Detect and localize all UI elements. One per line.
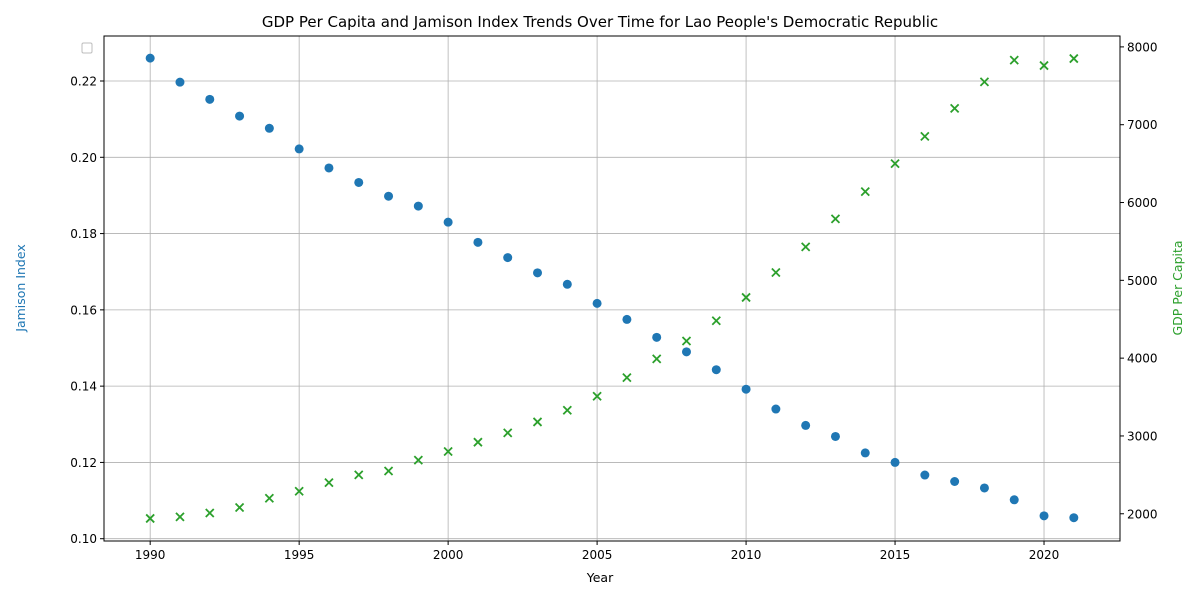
jamison-index-point: [205, 94, 215, 104]
x-tick-label: 1995: [284, 548, 315, 562]
jamison-index-point: [830, 431, 840, 441]
jamison-index-point: [264, 123, 274, 133]
grid-layer: [104, 36, 1120, 541]
gdp-per-capita-point: [473, 437, 483, 447]
gdp-per-capita-point: [711, 316, 721, 326]
gdp-per-capita-point: [950, 103, 960, 114]
x-tick-label: 2020: [1029, 548, 1060, 562]
jamison-index-point: [979, 483, 989, 493]
jamison-index-point: [384, 191, 394, 201]
gdp-per-capita-point: [1069, 53, 1079, 64]
y-right-tick-label: 5000: [1127, 274, 1158, 288]
gdp-per-capita-point: [383, 466, 394, 476]
gdp-per-capita-point: [562, 405, 572, 415]
x-tick-label: 1990: [135, 548, 166, 562]
jamison-index-point: [473, 237, 483, 247]
jamison-index-point: [741, 384, 751, 394]
gdp-per-capita-point: [443, 446, 453, 457]
jamison-index-point: [681, 347, 691, 357]
y-left-tick-label: 0.22: [70, 75, 97, 89]
gdp-per-capita-point: [234, 502, 245, 513]
jamison-index-point: [711, 365, 721, 375]
jamison-index-point: [592, 298, 602, 308]
jamison-index-point: [652, 332, 662, 342]
plot-frame: [103, 35, 1121, 542]
y-left-tick-label: 0.12: [70, 456, 97, 470]
gdp-per-capita-point: [175, 512, 185, 522]
y-right-tick-label: 6000: [1127, 196, 1158, 210]
jamison-index-point: [145, 53, 155, 63]
ticks-layer: 1990 1995 2000 2005 2010 2015 2020 0.10 0.12 0.14…: [70, 40, 1157, 562]
gdp-per-capita-point: [324, 478, 334, 488]
legend-box: [81, 42, 93, 54]
jamison-index-point: [622, 314, 632, 324]
jamison-index-point: [354, 177, 364, 187]
jamison-index-point: [1039, 511, 1049, 521]
gdp-per-capita-point: [145, 513, 155, 524]
gdp-per-capita-point: [413, 455, 423, 465]
x-axis-label: Year: [586, 570, 614, 585]
jamison-index-point: [920, 470, 930, 480]
gdp-per-capita-point: [503, 428, 513, 438]
x-tick-label: 2010: [731, 548, 762, 562]
y-right-tick-label: 8000: [1127, 40, 1158, 54]
gdp-per-capita-point: [622, 372, 632, 383]
x-tick-label: 2000: [433, 548, 464, 562]
y-right-tick-label: 4000: [1127, 352, 1158, 366]
gdp-per-capita-point: [860, 186, 870, 197]
gdp-per-capita-point: [741, 292, 751, 303]
jamison-index-point: [1009, 495, 1019, 505]
gdp-per-capita-point: [801, 242, 811, 252]
y-right-tick-label: 7000: [1127, 118, 1158, 132]
jamison-index-point: [294, 144, 304, 154]
y-left-tick-label: 0.14: [70, 380, 97, 394]
gdp-per-capita-point: [979, 77, 990, 87]
jamison-index-point: [950, 476, 960, 486]
gdp-per-capita-point: [830, 214, 841, 224]
jamison-index-point: [175, 77, 185, 87]
gdp-per-capita-point: [205, 508, 215, 518]
jamison-index-point: [771, 404, 781, 414]
jamison-index-point: [562, 279, 572, 289]
y-left-tick-label: 0.10: [70, 532, 97, 546]
jamison-index-point: [890, 457, 900, 467]
y-left-tick-label: 0.16: [70, 303, 97, 317]
jamison-index-point: [413, 201, 423, 211]
gdp-per-capita-point: [532, 417, 543, 427]
gdp-per-capita-point: [354, 470, 364, 480]
x-tick-label: 2005: [582, 548, 613, 562]
y-axis-left-label: Jamison Index: [13, 244, 28, 332]
y-left-tick-label: 0.18: [70, 227, 97, 241]
y-right-tick-label: 2000: [1127, 507, 1158, 521]
jamison-index-point: [324, 163, 334, 173]
jamison-index-point: [533, 268, 543, 278]
gdp-per-capita-point: [652, 354, 662, 364]
gdp-per-capita-point: [264, 493, 274, 503]
jamison-index-point: [443, 217, 453, 227]
gdp-per-capita-point: [890, 158, 900, 169]
gdp-per-capita-point: [1009, 55, 1019, 65]
jamison-index-point: [1069, 513, 1079, 523]
y-axis-right-label: GDP Per Capita: [1170, 240, 1185, 335]
jamison-index-point: [503, 253, 513, 263]
gdp-per-capita-point: [920, 131, 930, 142]
gdp-per-capita-point: [771, 267, 781, 278]
x-tick-label: 2015: [880, 548, 911, 562]
jamison-index-point: [860, 448, 870, 458]
gdp-per-capita-point: [294, 486, 304, 496]
gdp-per-capita-point: [592, 391, 602, 401]
gdp-per-capita-point: [681, 336, 692, 346]
chart-title: GDP Per Capita and Jamison Index Trends …: [262, 13, 938, 31]
y-right-tick-label: 3000: [1127, 429, 1158, 443]
marks-layer: [145, 53, 1079, 524]
jamison-index-point: [801, 420, 811, 430]
gdp-per-capita-point: [1039, 60, 1049, 71]
jamison-index-point: [235, 111, 245, 121]
y-left-tick-label: 0.20: [70, 151, 97, 165]
